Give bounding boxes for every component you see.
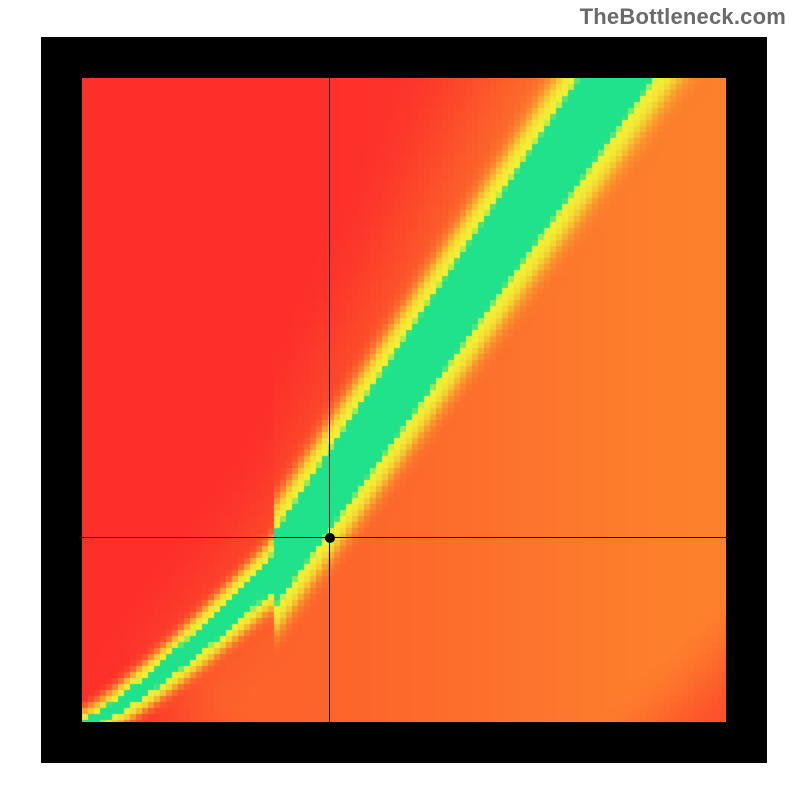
heatmap-plot <box>82 78 726 722</box>
watermark-text: TheBottleneck.com <box>580 4 786 30</box>
crosshair-marker <box>325 533 335 543</box>
crosshair-vertical <box>329 78 330 722</box>
heatmap-canvas <box>82 78 726 722</box>
crosshair-horizontal <box>82 537 726 538</box>
root: TheBottleneck.com <box>0 0 800 800</box>
